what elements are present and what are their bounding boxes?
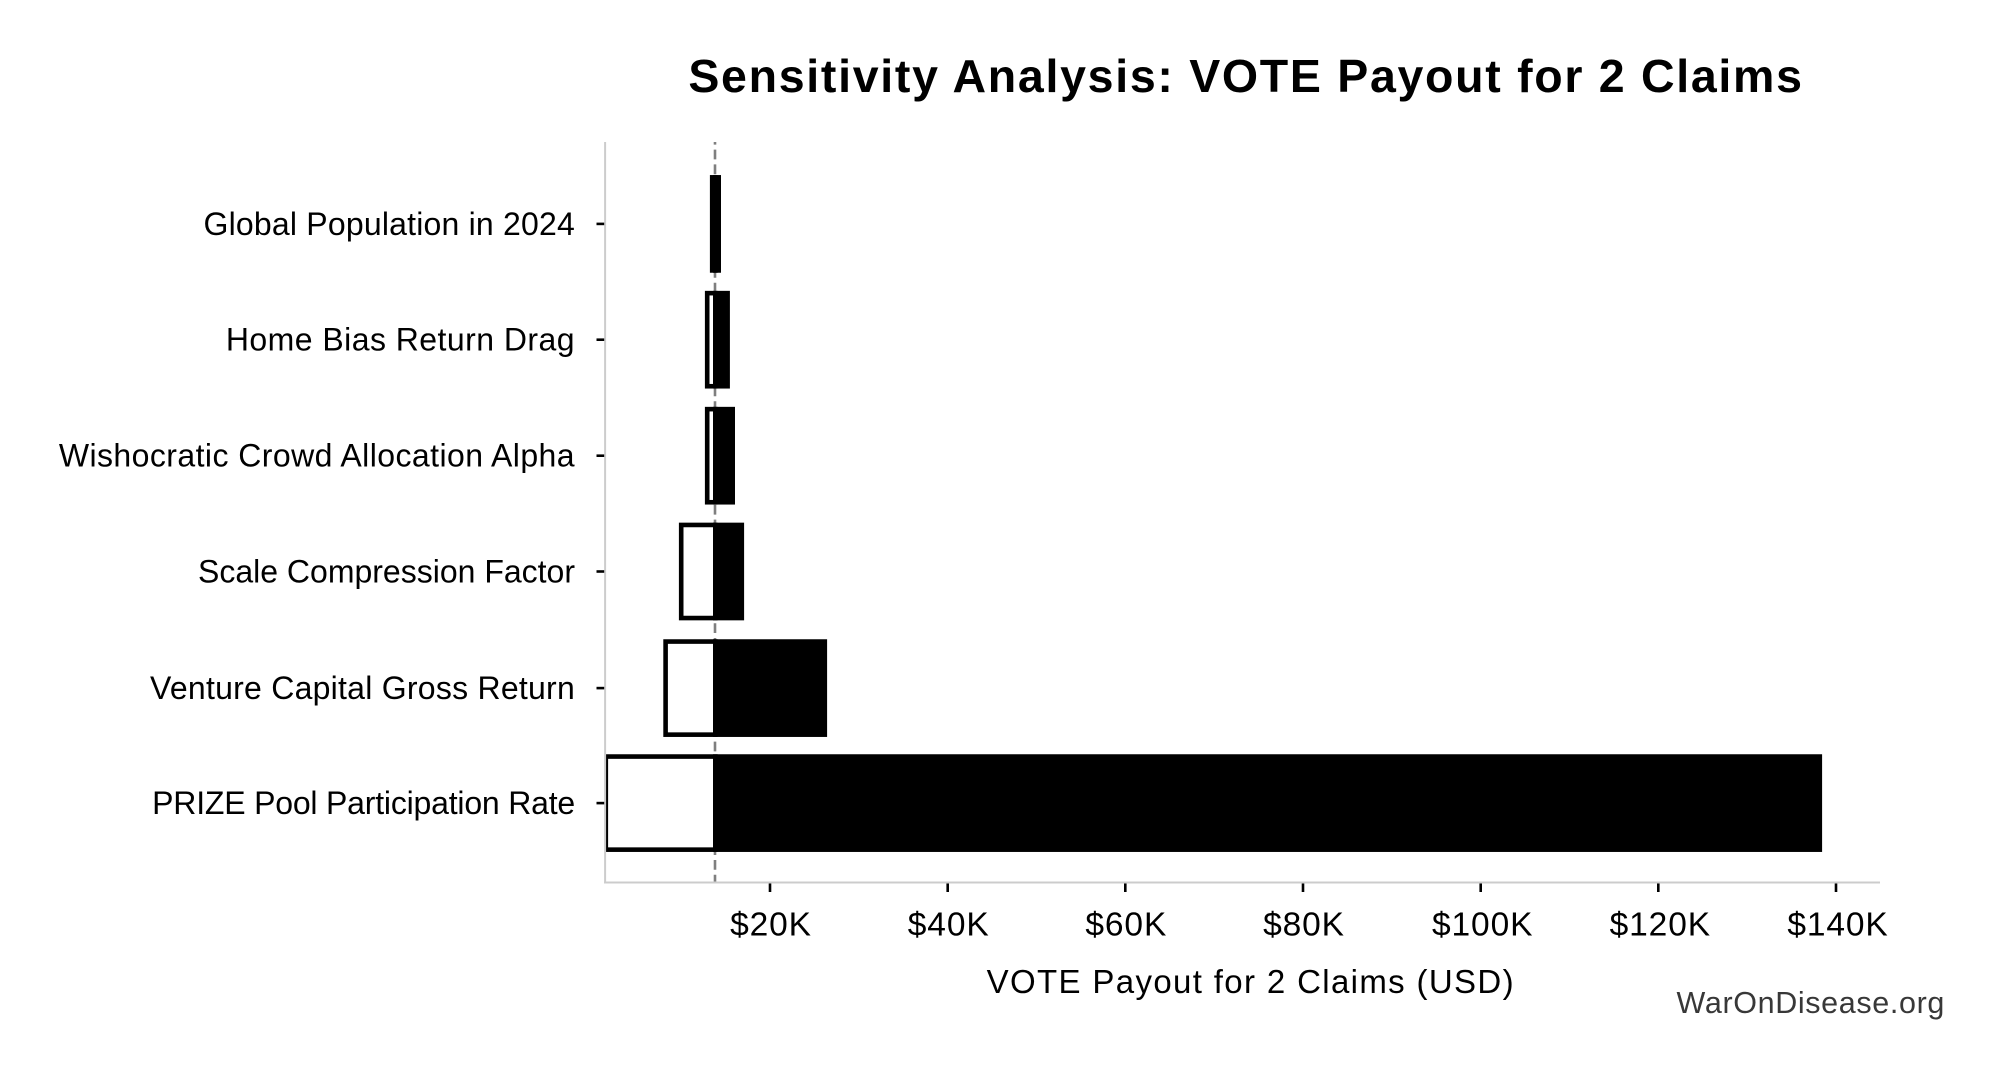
svg-text:WarOnDisease.org: WarOnDisease.org xyxy=(1677,986,1945,1020)
svg-text:Sensitivity Analysis: VOTE Pay: Sensitivity Analysis: VOTE Payout for 2 … xyxy=(688,50,1803,102)
svg-text:$140K: $140K xyxy=(1787,907,1888,944)
svg-text:$100K: $100K xyxy=(1432,907,1533,944)
svg-text:$60K: $60K xyxy=(1085,907,1167,944)
svg-text:PRIZE Pool Participation Rate: PRIZE Pool Participation Rate xyxy=(152,785,575,821)
svg-text:Wishocratic Crowd Allocation A: Wishocratic Crowd Allocation Alpha xyxy=(59,438,575,474)
svg-text:$20K: $20K xyxy=(730,907,812,944)
svg-text:$40K: $40K xyxy=(908,907,990,944)
svg-text:Global Population in 2024: Global Population in 2024 xyxy=(204,206,576,242)
svg-text:Venture Capital Gross Return: Venture Capital Gross Return xyxy=(150,670,575,706)
svg-text:$120K: $120K xyxy=(1610,907,1711,944)
svg-text:Scale Compression Factor: Scale Compression Factor xyxy=(198,554,575,590)
svg-text:Home Bias Return Drag: Home Bias Return Drag xyxy=(226,322,575,358)
svg-text:VOTE Payout for 2 Claims (USD): VOTE Payout for 2 Claims (USD) xyxy=(987,963,1515,1000)
svg-text:$80K: $80K xyxy=(1263,907,1345,944)
